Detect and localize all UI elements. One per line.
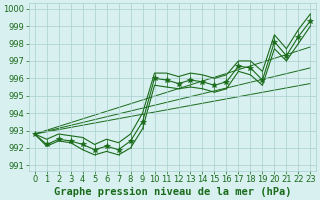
X-axis label: Graphe pression niveau de la mer (hPa): Graphe pression niveau de la mer (hPa) xyxy=(54,186,291,197)
